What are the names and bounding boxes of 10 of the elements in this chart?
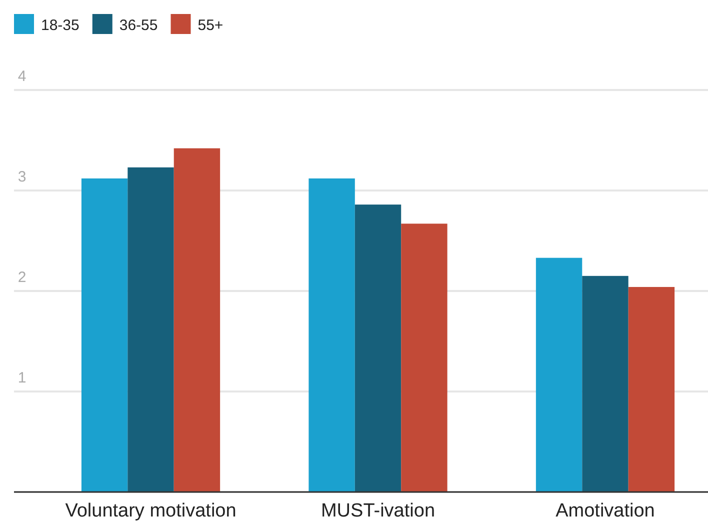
legend-label: 36-55: [119, 17, 158, 34]
y-tick-label: 2: [18, 268, 26, 286]
y-tick-label: 4: [18, 68, 26, 85]
legend-label: 18-35: [41, 17, 80, 34]
legend-label: 55+: [198, 17, 224, 34]
x-tick-label: Voluntary motivation: [65, 500, 236, 522]
y-tick-label: 3: [18, 168, 26, 186]
x-tick-label: MUST-ivation: [320, 500, 436, 522]
x-tick-label: Amotivation: [556, 500, 655, 522]
y-tick-label: 1: [18, 369, 26, 386]
